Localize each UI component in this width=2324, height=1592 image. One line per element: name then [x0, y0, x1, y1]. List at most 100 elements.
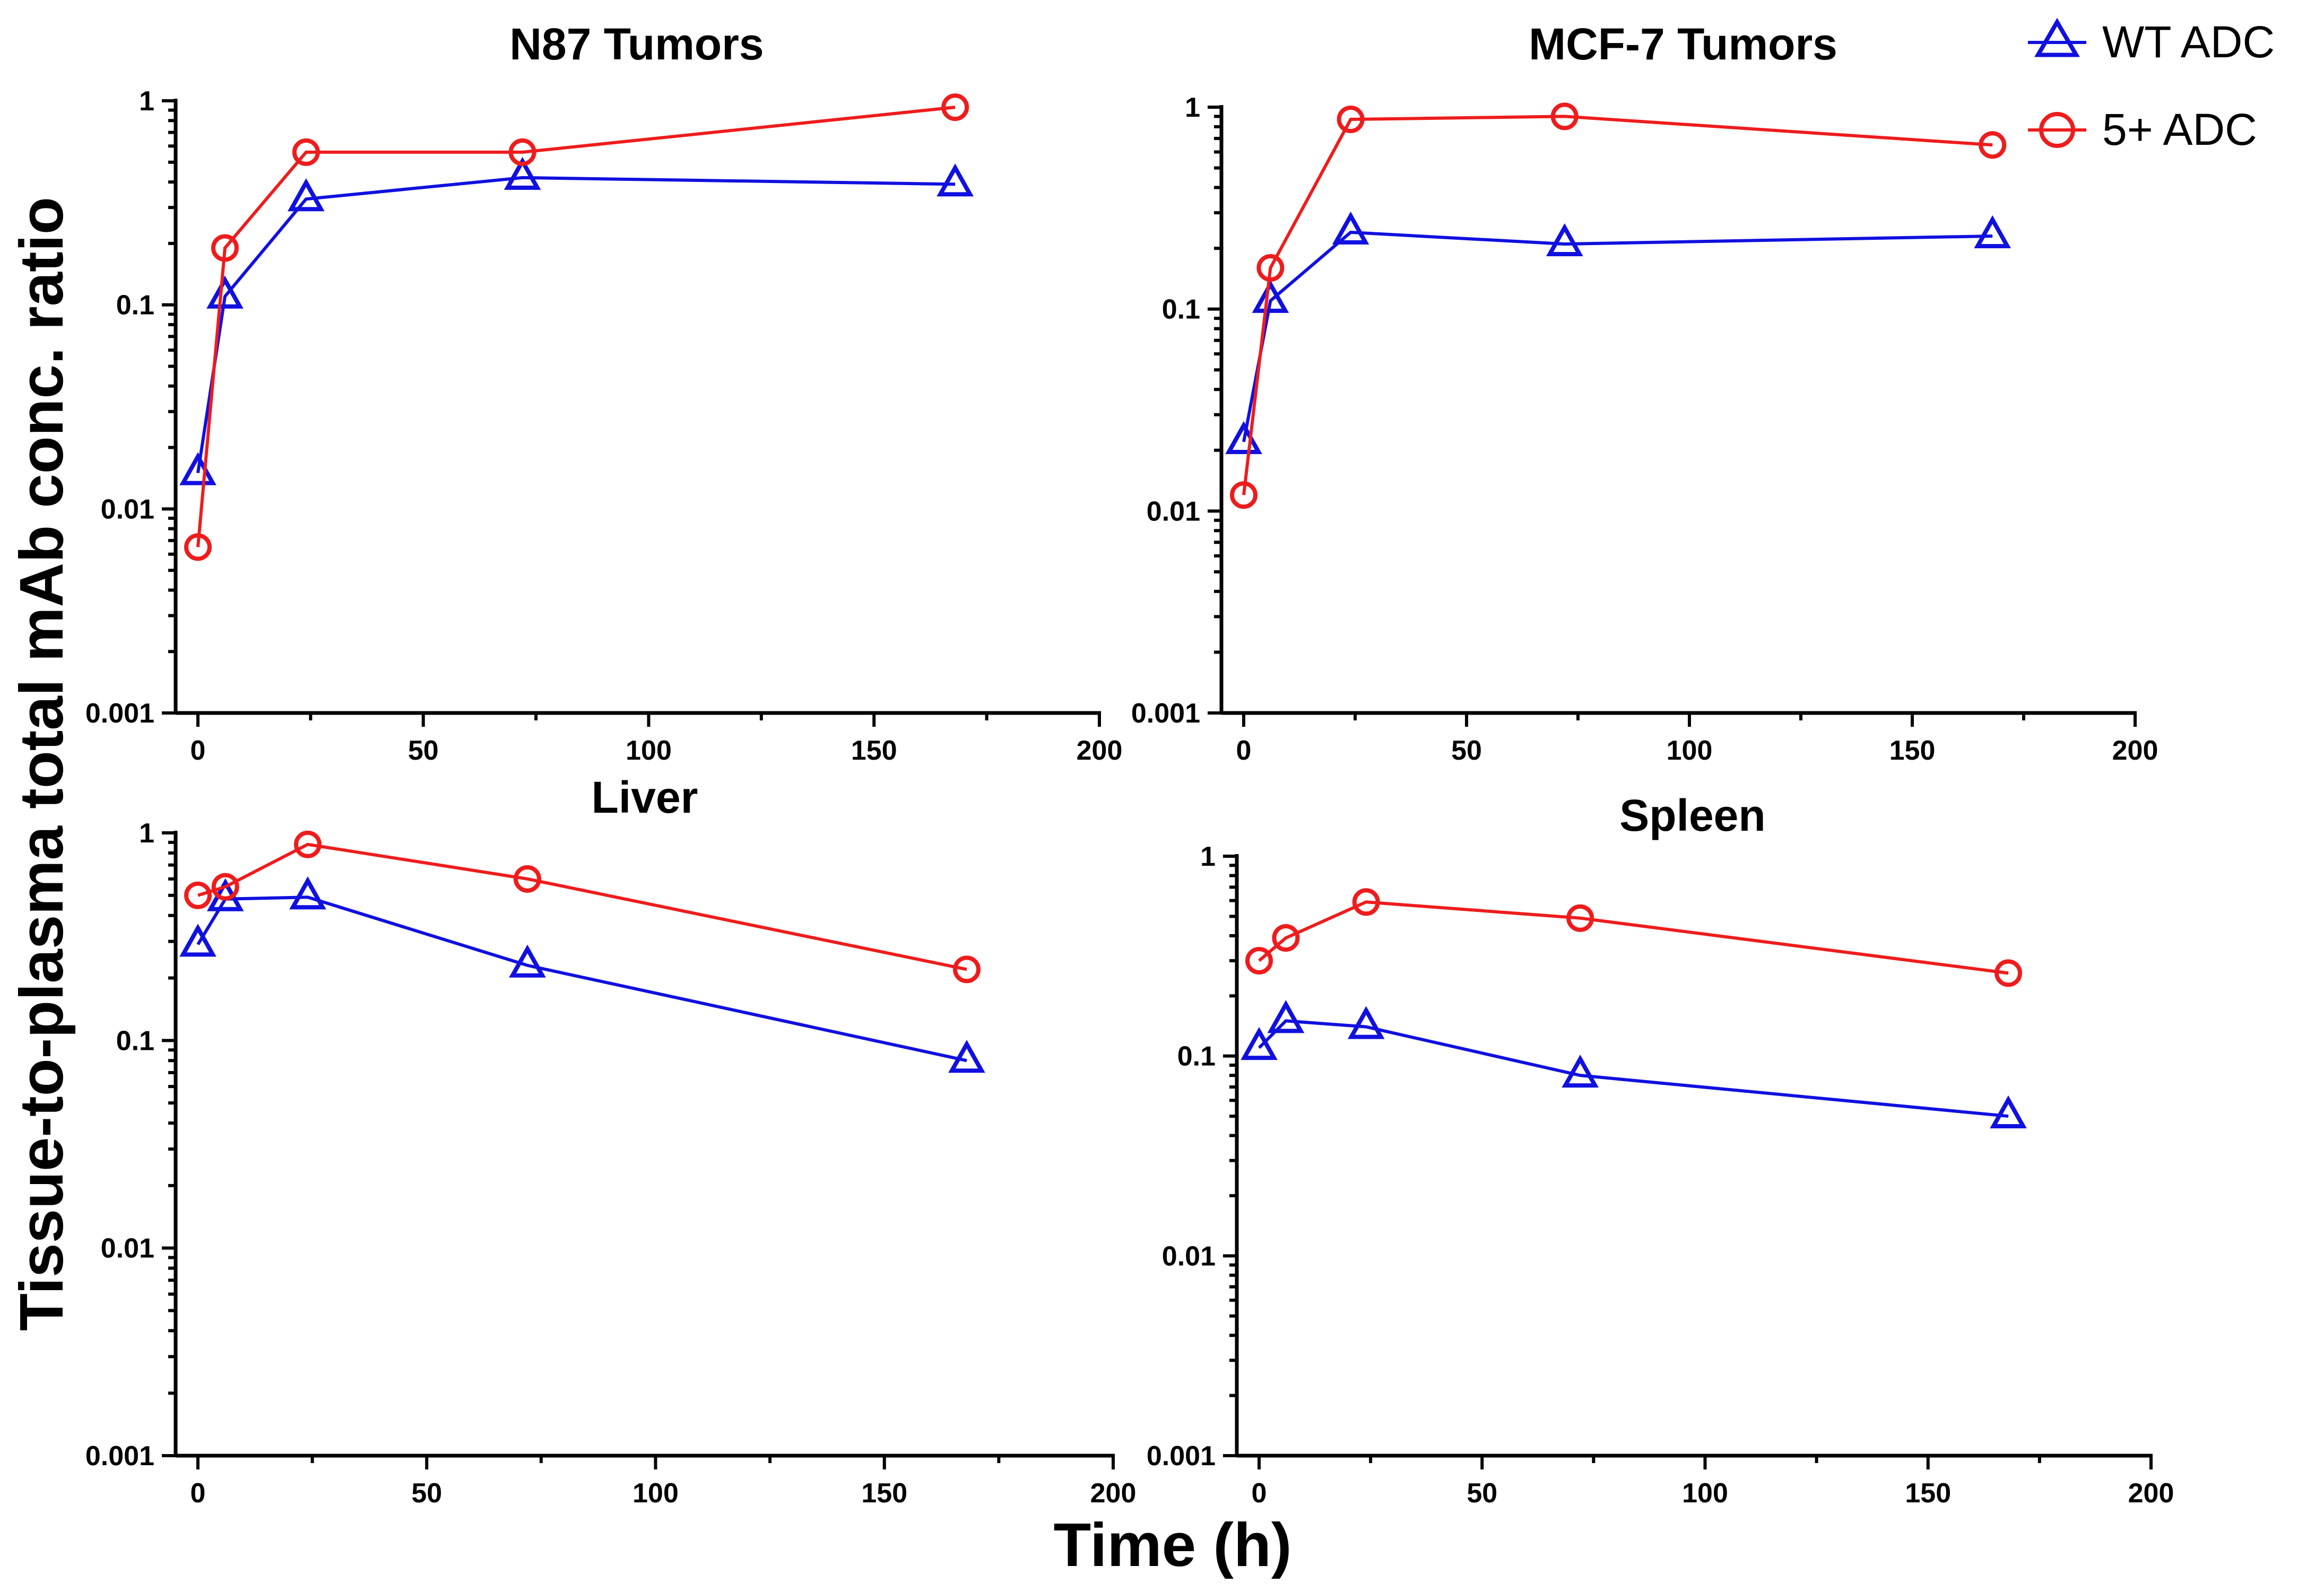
panel-mcf-7-tumors: MCF-7 Tumors 0.001 0.01 0.1 1 0 50 100 150 200	[1131, 19, 2158, 766]
data-point-5-adc	[294, 830, 322, 858]
data-point-wt-adc	[179, 924, 216, 957]
panel-liver: Liver 0.001 0.01 0.1 1 0 50 100 150 200	[85, 772, 1137, 1509]
data-point-wt-adc	[948, 1040, 985, 1073]
data-point-5-adc	[1979, 131, 2007, 159]
data-point-5-adc	[211, 873, 239, 901]
data-point-5-adc	[292, 138, 320, 166]
y-tick-label: 0.001	[85, 698, 154, 729]
legend-label: WT ADC	[2102, 17, 2275, 67]
data-point-wt-adc	[1974, 215, 2011, 248]
x-tick-label: 0	[1236, 735, 1252, 766]
data-point-wt-adc	[1562, 1054, 1599, 1088]
series-wt-adc	[1225, 211, 2011, 454]
data-point-5-adc	[941, 93, 969, 121]
y-tick-label: 0.01	[101, 1233, 154, 1264]
data-point-wt-adc	[1990, 1095, 2027, 1129]
data-point-5-adc	[1337, 106, 1365, 134]
data-point-wt-adc	[289, 876, 326, 910]
data-point-5-adc	[508, 138, 536, 166]
data-point-wt-adc	[1252, 280, 1289, 313]
y-tick-label: 1	[1185, 92, 1200, 123]
x-tick-label: 200	[1090, 1478, 1137, 1509]
data-point-wt-adc	[1546, 223, 1583, 257]
y-tick-label: 0.001	[1147, 1441, 1216, 1472]
x-tick-label: 50	[1467, 1478, 1497, 1509]
x-tick-label: 50	[1451, 735, 1482, 766]
series-line-wt-adc	[196, 895, 967, 1063]
data-point-5-adc	[211, 234, 239, 262]
x-tick-label: 200	[1077, 735, 1123, 766]
series-5-adc	[1230, 102, 2007, 509]
x-tick-label: 0	[1252, 1478, 1267, 1509]
series-5-adc	[184, 830, 981, 984]
y-tick-label: 0.001	[1131, 698, 1200, 729]
x-tick-label: 150	[851, 735, 897, 766]
legend-label: 5+ ADC	[2102, 105, 2257, 154]
x-tick-label: 200	[2112, 735, 2158, 766]
data-point-wt-adc	[1241, 1026, 1278, 1060]
y-tick-label: 0.01	[1162, 1241, 1216, 1272]
data-point-wt-adc	[1347, 1006, 1385, 1039]
y-tick-label: 0.1	[116, 1025, 154, 1056]
series-line-5-adc	[1242, 115, 1993, 495]
x-tick-label: 200	[2128, 1478, 2174, 1509]
series-wt-adc	[179, 876, 985, 1073]
data-point-wt-adc	[936, 163, 974, 197]
y-tick-label: 0.1	[116, 290, 154, 321]
y-axis-label: Tissue-to-plasma total mAb conc. ratio	[7, 197, 76, 1331]
legend-item-5-adc: 5+ ADC	[2028, 105, 2257, 154]
y-tick-label: 1	[1200, 841, 1216, 872]
data-point-wt-adc	[504, 156, 541, 190]
x-axis-label: Time (h)	[1054, 1510, 1292, 1579]
x-tick-label: 100	[1667, 735, 1713, 766]
series-wt-adc	[179, 156, 974, 485]
data-point-5-adc	[1566, 904, 1594, 932]
x-tick-label: 100	[1682, 1478, 1728, 1509]
x-tick-label: 150	[1905, 1478, 1951, 1509]
data-point-5-adc	[1245, 946, 1273, 975]
x-tick-label: 50	[408, 735, 439, 766]
data-point-5-adc	[514, 865, 541, 893]
series-line-wt-adc	[1242, 230, 1993, 442]
series-5-adc	[184, 93, 969, 561]
x-tick-label: 100	[632, 1478, 679, 1509]
legend-triangle-icon	[2034, 18, 2080, 57]
data-point-wt-adc	[1267, 1000, 1305, 1033]
x-tick-label: 100	[626, 735, 672, 766]
legend-item-wt-adc: WT ADC	[2028, 17, 2275, 67]
legend-circle-icon	[2039, 112, 2075, 148]
panel-title-mcf-7-tumors: MCF-7 Tumors	[1529, 19, 1837, 69]
data-point-5-adc	[184, 881, 212, 909]
y-tick-label: 0.1	[1177, 1041, 1216, 1072]
data-point-wt-adc	[1332, 211, 1369, 245]
data-point-wt-adc	[288, 178, 325, 212]
panel-title-liver: Liver	[592, 772, 698, 822]
x-tick-label: 50	[411, 1478, 442, 1509]
series-line-wt-adc	[196, 176, 956, 474]
data-point-5-adc	[953, 955, 981, 984]
data-point-5-adc	[184, 533, 212, 561]
x-tick-label: 150	[861, 1478, 907, 1509]
data-point-wt-adc	[509, 944, 546, 978]
data-point-5-adc	[1256, 254, 1285, 282]
x-tick-label: 0	[190, 1478, 206, 1509]
data-point-5-adc	[1995, 959, 2023, 987]
y-tick-label: 0.01	[101, 494, 154, 525]
panel-title-n87-tumors: N87 Tumors	[509, 19, 764, 69]
data-point-5-adc	[1230, 481, 1258, 509]
data-point-5-adc	[1550, 102, 1579, 131]
data-point-wt-adc	[206, 275, 244, 309]
y-tick-label: 1	[139, 818, 154, 849]
legend: WT ADC 5+ ADC	[2028, 17, 2275, 154]
panel-title-spleen: Spleen	[1619, 790, 1765, 840]
y-tick-label: 0.001	[85, 1441, 154, 1472]
data-point-5-adc	[1272, 924, 1300, 952]
panel-spleen: Spleen 0.001 0.01 0.1 1 0 50 100 150 200	[1147, 790, 2174, 1509]
data-point-5-adc	[1352, 888, 1380, 916]
series-line-5-adc	[196, 106, 956, 547]
panel-n87-tumors: N87 Tumors 0.001 0.01 0.1 1 0 50 100 150 200	[85, 19, 1123, 766]
x-tick-label: 150	[1889, 735, 1936, 766]
y-tick-label: 0.1	[1162, 294, 1200, 325]
x-tick-label: 0	[190, 735, 206, 766]
